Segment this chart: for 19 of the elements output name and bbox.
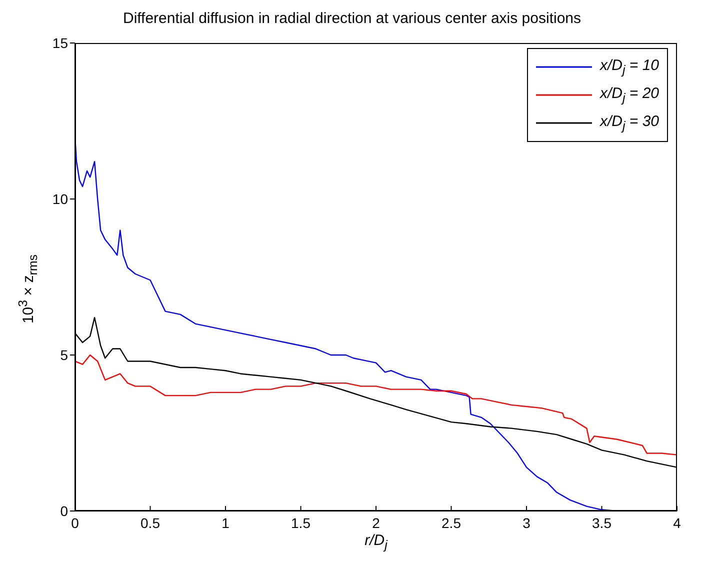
x-axis-title: r/D$_{j}$ [364,532,389,552]
x-tick-label: 0.5 [140,514,160,531]
x-tick-label: 1.5 [291,514,311,531]
legend-label: x/D$_{j}$ = 20 [600,85,659,105]
y-tick-label: 0 [60,502,68,519]
legend-label: x/D$_{j}$ = 10 [600,57,659,77]
x-tick-label: 2 [372,514,380,531]
y-tick-label: 10 [52,190,68,207]
x-tick-label: 2.5 [442,514,462,531]
line-series [75,354,677,456]
legend-label: x/D$_{j}$ = 30 [600,113,659,133]
x-tick-label: 4 [673,514,682,531]
x-tick-label: 0 [71,514,80,531]
x-tick-label: 3 [522,514,531,531]
x-tick-label: 1 [222,514,230,531]
chart-title: Differential diffusion in radial direction at various center axis positions [122,10,582,27]
y-tick-label: 15 [52,34,68,51]
y-tick-label: 5 [60,346,68,363]
x-tick-label: 3.5 [592,514,612,531]
